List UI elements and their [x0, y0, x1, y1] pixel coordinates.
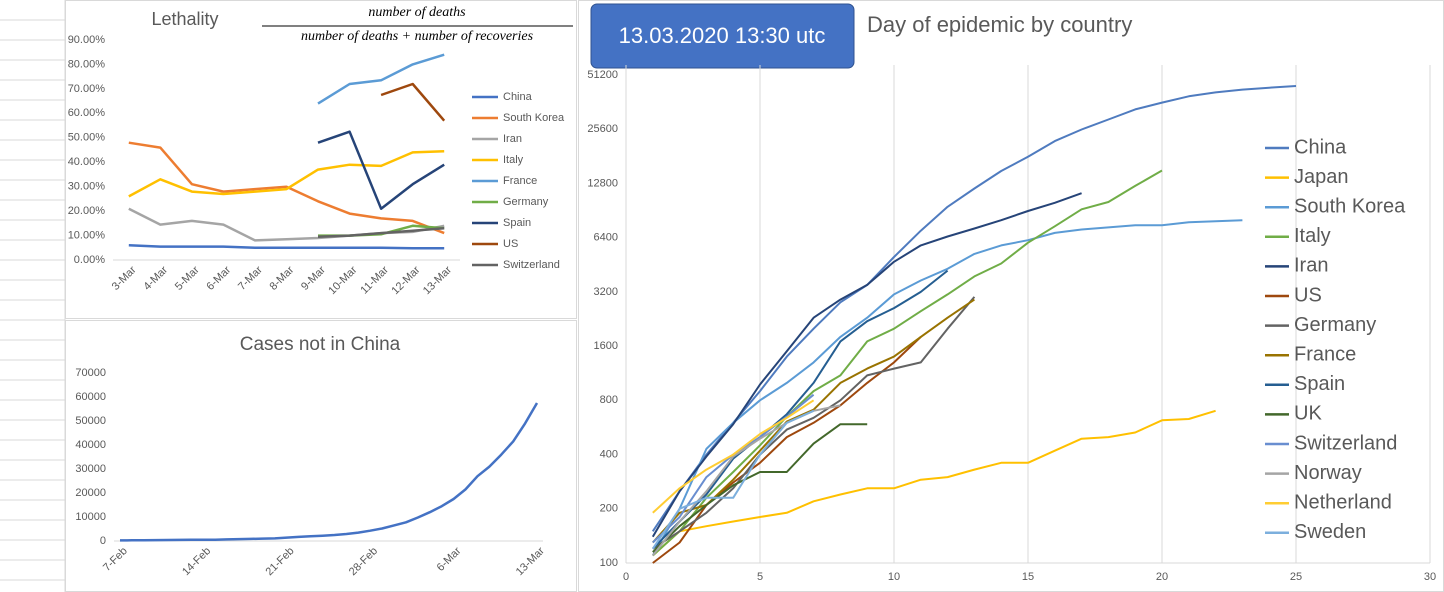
- legend-label: Sweden: [1294, 521, 1366, 543]
- legend-label: Iran: [1294, 255, 1328, 277]
- series-line: [651, 409, 815, 550]
- series-line: [651, 219, 1243, 556]
- legend-label: France: [1294, 343, 1356, 365]
- y-tick-label: 400: [600, 448, 618, 460]
- legend-label: China: [503, 91, 533, 103]
- series-line: [380, 82, 446, 122]
- chart-title: Lethality: [151, 9, 218, 29]
- timestamp-box: [590, 3, 855, 69]
- y-tick-label: 70.00%: [68, 83, 106, 95]
- y-tick-label: 60000: [75, 391, 106, 403]
- legend-label: Norway: [1294, 462, 1362, 484]
- y-tick-label: 25600: [587, 123, 618, 135]
- y-tick-label: 200: [600, 503, 618, 515]
- y-tick-label: 0.00%: [74, 254, 105, 266]
- y-tick-label: 6400: [594, 232, 618, 244]
- y-tick-label: 30000: [75, 463, 106, 475]
- legend-label: UK: [1294, 403, 1322, 425]
- series-line: [652, 399, 815, 514]
- y-tick-label: 50.00%: [68, 132, 106, 144]
- x-tick-label: 0: [623, 571, 629, 583]
- legend-label: France: [503, 175, 537, 187]
- formula-denominator: number of deaths + number of recoveries: [301, 29, 534, 44]
- y-tick-label: 51200: [587, 69, 618, 81]
- series-line: [651, 85, 1297, 532]
- series-line: [128, 244, 445, 250]
- y-tick-label: 0: [100, 535, 106, 547]
- legend-label: Germany: [503, 196, 549, 208]
- legend-label: US: [1294, 284, 1322, 306]
- legend-label: China: [1294, 136, 1347, 158]
- y-tick-label: 60.00%: [68, 107, 106, 119]
- series-line: [128, 149, 445, 198]
- series-line: [317, 53, 445, 105]
- legend-label: Spain: [503, 217, 531, 229]
- x-tick-label: 10: [888, 571, 900, 583]
- y-tick-label: 80.00%: [68, 58, 106, 70]
- y-tick-label: 10000: [75, 511, 106, 523]
- y-tick-label: 20.00%: [68, 205, 106, 217]
- legend-label: Iran: [503, 133, 522, 145]
- y-tick-label: 40.00%: [68, 156, 106, 168]
- legend-label: Netherland: [1294, 491, 1392, 513]
- series-line: [652, 169, 1163, 557]
- legend-label: Italy: [503, 154, 524, 166]
- x-tick-label: 5: [757, 571, 763, 583]
- series-line: [119, 402, 539, 542]
- legend-label: Switzerland: [503, 259, 560, 271]
- chart-frame: [65, 320, 577, 592]
- legend-label: Switzerland: [1294, 432, 1397, 454]
- timestamp: 13.03.2020 13:30 utc: [619, 23, 826, 48]
- y-tick-label: 40000: [75, 439, 106, 451]
- x-tick-label: 30: [1424, 571, 1436, 583]
- chart-title: Day of epidemic by country: [867, 12, 1132, 37]
- legend-label: Germany: [1294, 314, 1376, 336]
- series-line: [317, 226, 445, 239]
- legend-label: South Korea: [503, 112, 565, 124]
- y-tick-label: 800: [600, 394, 618, 406]
- y-tick-label: 3200: [594, 286, 618, 298]
- y-tick-label: 90.00%: [68, 34, 106, 46]
- series-line: [317, 130, 445, 210]
- x-tick-label: 15: [1022, 571, 1034, 583]
- legend-label: Italy: [1294, 225, 1331, 247]
- y-tick-label: 12800: [587, 177, 618, 189]
- series-line: [652, 336, 922, 564]
- series-line: [652, 409, 1216, 557]
- series-line: [652, 423, 868, 553]
- y-tick-label: 70000: [75, 367, 106, 379]
- y-tick-label: 20000: [75, 487, 106, 499]
- series-line: [651, 192, 1082, 538]
- formula-numerator: number of deaths: [368, 5, 466, 20]
- legend-label: Japan: [1294, 166, 1349, 188]
- sheet-grid: [0, 0, 66, 592]
- y-tick-label: 100: [600, 557, 618, 569]
- y-tick-label: 1600: [594, 340, 618, 352]
- x-tick-label: 20: [1156, 571, 1168, 583]
- legend-label: South Korea: [1294, 195, 1406, 217]
- legend-label: US: [503, 238, 518, 250]
- series-line: [652, 296, 976, 550]
- series-line: [128, 141, 445, 235]
- x-tick-label: 25: [1290, 571, 1302, 583]
- y-tick-label: 50000: [75, 415, 106, 427]
- legend-label: Spain: [1294, 373, 1345, 395]
- chart-title: Cases not in China: [240, 334, 401, 355]
- y-tick-label: 10.00%: [68, 229, 106, 241]
- y-tick-label: 30.00%: [68, 181, 106, 193]
